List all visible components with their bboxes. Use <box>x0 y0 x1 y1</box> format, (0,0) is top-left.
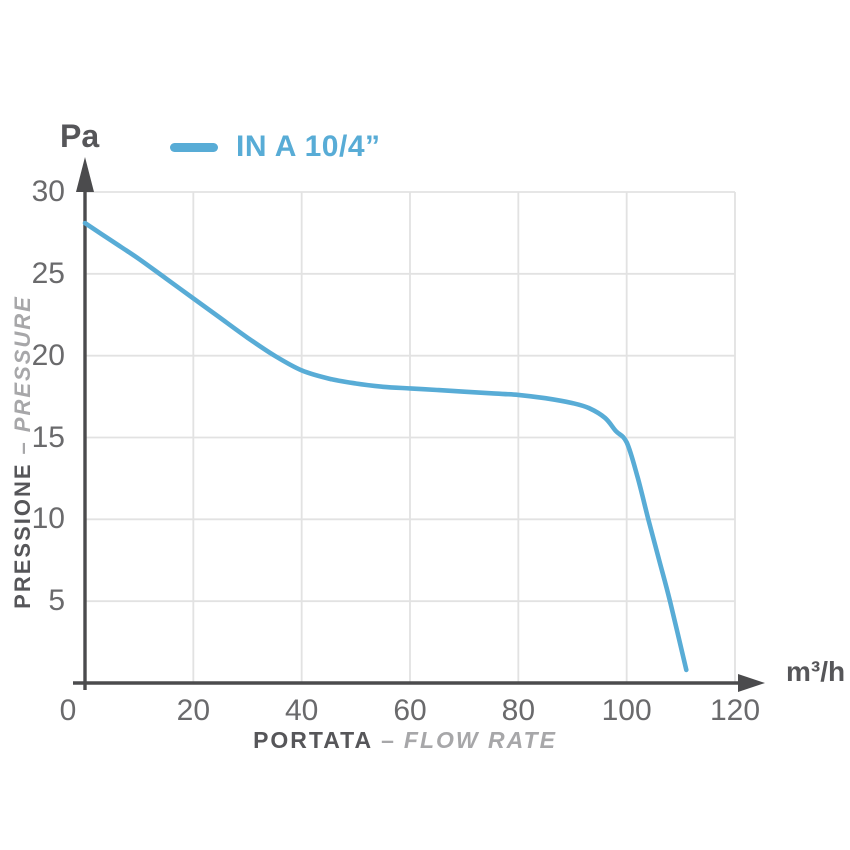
y-tick-label: 25 <box>31 256 65 290</box>
x-axis-title-secondary: FLOW RATE <box>403 727 557 753</box>
x-tick-label: 80 <box>501 694 536 727</box>
y-axis-title-separator: – <box>10 440 35 455</box>
x-axis-title: PORTATA – FLOW RATE <box>105 727 705 754</box>
x-tick-label: 40 <box>284 694 319 727</box>
y-axis-title-secondary: PRESSURE <box>10 295 35 433</box>
x-tick-label: 100 <box>601 694 652 727</box>
y-axis-title: PRESSIONE – PRESSURE <box>10 232 38 672</box>
legend-line-swatch <box>170 142 218 152</box>
chart-legend: IN A 10/4” <box>170 128 381 166</box>
y-axis-unit-label: Pa <box>60 118 100 154</box>
x-axis-unit-label: m³/h <box>786 656 846 687</box>
y-tick-label: 10 <box>31 502 65 536</box>
x-tick-label: 0 <box>59 694 77 727</box>
y-tick-label: 15 <box>31 420 65 454</box>
legend-series-label: IN A 10/4” <box>236 130 381 163</box>
y-axis-arrowhead <box>76 157 94 192</box>
y-tick-label: 5 <box>48 584 65 618</box>
x-tick-label: 60 <box>393 694 427 727</box>
x-tick-label: 20 <box>176 694 211 727</box>
y-axis-title-primary: PRESSIONE <box>10 462 35 609</box>
x-axis-title-primary: PORTATA <box>253 727 374 753</box>
x-tick-label: 120 <box>709 694 761 727</box>
series-curve <box>82 220 689 673</box>
y-tick-label: 30 <box>31 175 65 208</box>
y-tick-label: 20 <box>31 338 65 372</box>
x-axis-title-separator: – <box>381 727 396 753</box>
x-axis-arrowhead <box>738 674 765 692</box>
